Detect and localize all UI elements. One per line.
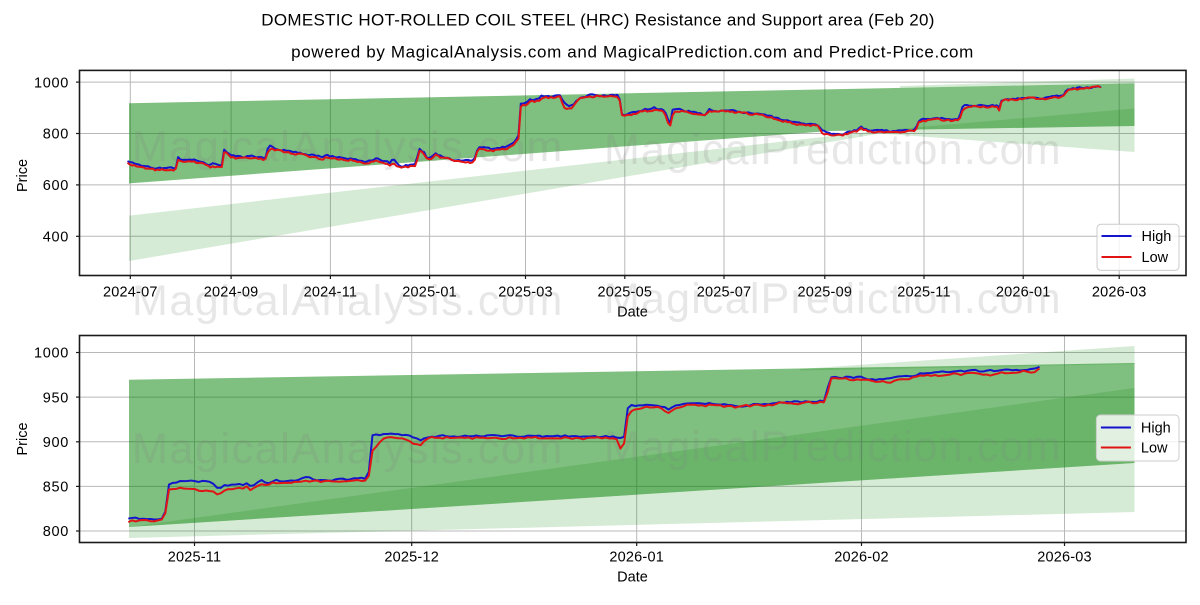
svg-text:powered by MagicalAnalysis.com: powered by MagicalAnalysis.com and Magic… bbox=[291, 43, 974, 62]
svg-text:Low: Low bbox=[1142, 250, 1169, 266]
svg-text:2024-11: 2024-11 bbox=[304, 285, 358, 301]
svg-text:Date: Date bbox=[617, 570, 648, 586]
svg-text:High: High bbox=[1141, 421, 1171, 437]
svg-text:2026-01: 2026-01 bbox=[609, 550, 664, 566]
svg-text:2025-11: 2025-11 bbox=[168, 550, 222, 566]
svg-text:MagicalPrediction.com: MagicalPrediction.com bbox=[604, 423, 1062, 471]
svg-text:2025-09: 2025-09 bbox=[797, 285, 852, 301]
svg-text:600: 600 bbox=[43, 178, 69, 194]
svg-text:2025-07: 2025-07 bbox=[697, 285, 752, 301]
svg-text:2025-01: 2025-01 bbox=[402, 285, 457, 301]
svg-text:Price: Price bbox=[15, 159, 31, 192]
svg-text:2025-12: 2025-12 bbox=[384, 550, 439, 566]
svg-text:DOMESTIC HOT-ROLLED COIL STEEL: DOMESTIC HOT-ROLLED COIL STEEL (HRC) Res… bbox=[261, 11, 934, 30]
svg-text:850: 850 bbox=[43, 480, 69, 496]
svg-text:2024-09: 2024-09 bbox=[204, 285, 259, 301]
svg-text:2025-11: 2025-11 bbox=[897, 285, 951, 301]
svg-text:900: 900 bbox=[43, 435, 69, 451]
svg-text:2026-03: 2026-03 bbox=[1037, 550, 1092, 566]
svg-text:2026-02: 2026-02 bbox=[834, 550, 889, 566]
svg-text:1000: 1000 bbox=[34, 346, 69, 362]
svg-text:Low: Low bbox=[1141, 441, 1168, 457]
svg-text:950: 950 bbox=[43, 390, 69, 406]
svg-text:2025-05: 2025-05 bbox=[597, 285, 652, 301]
svg-text:2026-03: 2026-03 bbox=[1092, 285, 1147, 301]
svg-text:2026-01: 2026-01 bbox=[996, 285, 1051, 301]
svg-text:Price: Price bbox=[15, 422, 31, 455]
svg-text:1000: 1000 bbox=[34, 75, 69, 91]
svg-text:Date: Date bbox=[617, 305, 648, 321]
svg-text:400: 400 bbox=[43, 230, 69, 246]
svg-text:High: High bbox=[1142, 229, 1172, 245]
svg-text:2024-07: 2024-07 bbox=[103, 285, 158, 301]
svg-text:2025-03: 2025-03 bbox=[498, 285, 553, 301]
svg-text:MagicalPrediction.com: MagicalPrediction.com bbox=[604, 275, 1062, 323]
svg-text:800: 800 bbox=[43, 127, 69, 143]
svg-text:MagicalAnalysis.com: MagicalAnalysis.com bbox=[132, 277, 564, 325]
svg-text:MagicalAnalysis.com: MagicalAnalysis.com bbox=[132, 425, 564, 473]
svg-text:800: 800 bbox=[43, 524, 69, 540]
